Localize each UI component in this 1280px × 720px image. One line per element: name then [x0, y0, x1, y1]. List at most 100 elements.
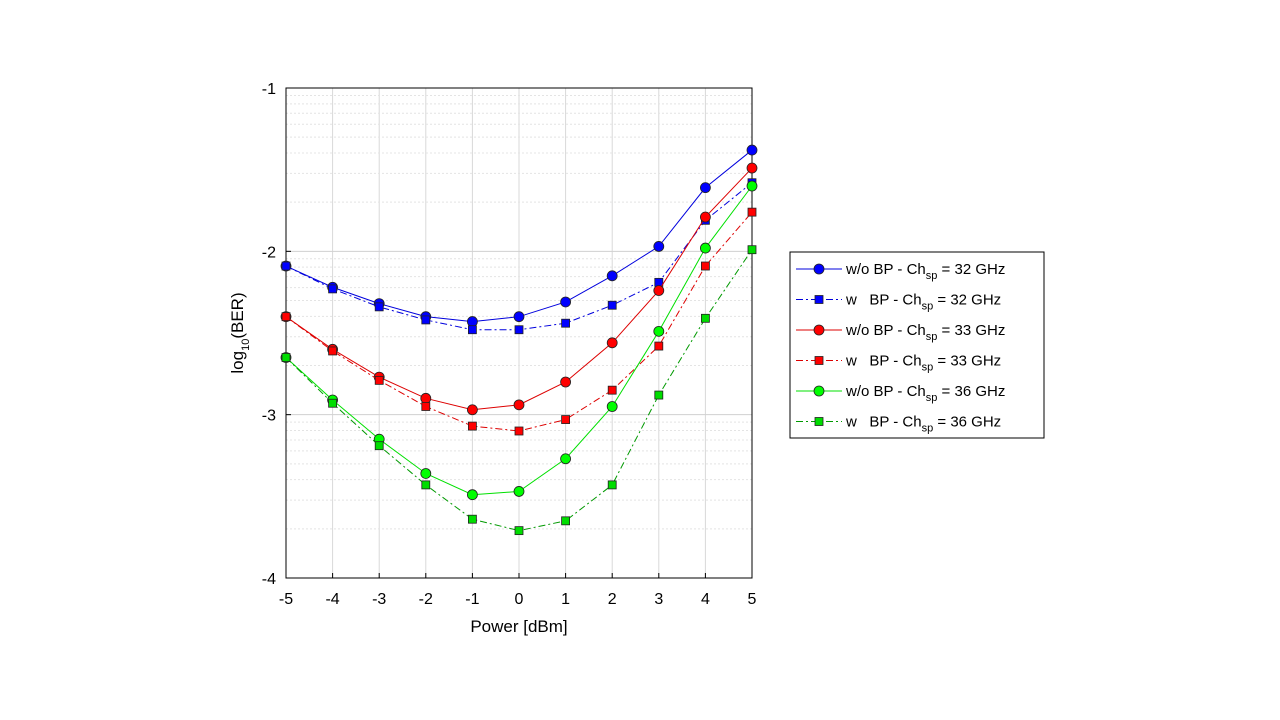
data-point: [700, 242, 711, 254]
data-point: [514, 426, 524, 436]
data-point: [328, 346, 338, 356]
data-point: [561, 415, 570, 424]
legend-label: w/o BP - Chsp = 36 GHz: [845, 383, 1005, 404]
legend-label-sub: sp: [926, 331, 938, 343]
legend-label: w BP - Chsp = 33 GHz: [845, 353, 1001, 374]
data-point: [747, 245, 757, 255]
legend-label-rest: = 33 GHz: [933, 353, 1001, 370]
x-axis-label: Power [dBm]: [470, 617, 567, 636]
legend-label-rest: = 36 GHz: [937, 383, 1005, 400]
data-point: [466, 404, 478, 416]
data-point: [607, 300, 617, 310]
data-point: [513, 399, 525, 411]
data-point: [514, 325, 524, 335]
data-point: [701, 313, 710, 323]
x-tick-label: 3: [654, 591, 663, 608]
data-point: [420, 392, 432, 404]
x-tick-label: 4: [701, 591, 710, 608]
legend-label: w BP - Chsp = 36 GHz: [845, 414, 1001, 435]
data-point: [654, 341, 664, 351]
data-point: [607, 480, 617, 490]
y-tick-label: -4: [262, 571, 276, 588]
series-4: [281, 207, 757, 436]
legend-label-main: w/o BP - Ch: [845, 322, 926, 339]
legend-label-main: w/o BP - Ch: [845, 261, 926, 278]
data-point: [746, 162, 758, 174]
x-tick-label: -1: [465, 591, 479, 608]
x-tick-label: -4: [325, 591, 339, 608]
data-point: [606, 401, 618, 412]
data-point: [606, 270, 618, 282]
data-point: [467, 421, 477, 431]
legend-label-sub: sp: [922, 423, 934, 435]
legend-label-sub: sp: [922, 301, 934, 313]
data-point: [467, 325, 477, 335]
y-axis-label-sub: 10: [240, 339, 252, 351]
data-point: [560, 376, 571, 388]
legend-item: w/o BP - Chsp = 33 GHz: [796, 322, 1005, 343]
data-point: [374, 302, 384, 312]
legend-label-sub: sp: [922, 362, 934, 374]
legend-item: w/o BP - Chsp = 32 GHz: [796, 261, 1005, 282]
legend-marker: [813, 385, 825, 397]
legend-item: w BP - Chsp = 33 GHz: [796, 353, 1001, 374]
data-point: [747, 207, 757, 217]
data-point: [607, 385, 617, 395]
data-point: [560, 453, 571, 465]
legend-label: w/o BP - Chsp = 32 GHz: [845, 261, 1005, 282]
data-point: [700, 211, 711, 223]
legend-box: [789, 251, 1045, 439]
data-point: [328, 284, 338, 294]
series-line: [285, 211, 753, 432]
legend-item: w BP - Chsp = 36 GHz: [796, 414, 1001, 435]
x-tick-label: 2: [608, 591, 617, 608]
legend-label-rest: = 33 GHz: [937, 322, 1005, 339]
y-tick-label: -3: [262, 408, 276, 425]
data-point: [653, 325, 665, 337]
legend-label-rest: = 32 GHz: [937, 261, 1005, 278]
y-axis-label-main: log: [228, 351, 247, 374]
legend-marker: [814, 417, 824, 426]
data-point: [653, 241, 665, 252]
data-point: [561, 318, 570, 328]
x-tick-label: -3: [372, 591, 386, 608]
legend-item: w BP - Chsp = 32 GHz: [796, 292, 1001, 313]
data-point: [281, 312, 291, 322]
series-6: [281, 245, 757, 536]
data-point: [421, 402, 431, 411]
legend-label-sub: sp: [926, 392, 938, 404]
legend-marker: [814, 356, 824, 365]
data-point: [513, 486, 525, 497]
data-point: [466, 316, 478, 327]
x-axis-ticks: -5 -4 -3 -2 -1 0 1 2 3 4 5: [279, 573, 757, 608]
data-point: [328, 398, 338, 408]
y-tick-label: -2: [262, 244, 276, 261]
data-point: [653, 285, 665, 296]
legend-label-sub: sp: [926, 270, 938, 282]
legend-label-main: w BP - Ch: [845, 414, 922, 431]
series-layer: [280, 144, 758, 536]
data-point: [514, 526, 524, 536]
legend-marker: [813, 324, 825, 336]
data-point: [654, 390, 664, 400]
legend-label-rest: = 36 GHz: [933, 414, 1001, 431]
y-axis-label: log10(BER): [228, 292, 252, 373]
data-point: [606, 337, 618, 349]
x-tick-label: -5: [279, 591, 293, 608]
legend-label-main: w BP - Ch: [845, 353, 922, 370]
data-point: [560, 296, 571, 308]
data-point: [746, 144, 758, 156]
data-point: [374, 375, 384, 385]
data-point: [466, 489, 478, 501]
data-point: [281, 353, 291, 362]
data-point: [513, 311, 525, 323]
data-point: [467, 514, 477, 524]
legend-label-main: w/o BP - Ch: [845, 383, 926, 400]
legend-marker: [814, 295, 824, 304]
data-point: [420, 468, 432, 479]
data-point: [561, 516, 570, 526]
x-tick-label: 1: [561, 591, 570, 608]
